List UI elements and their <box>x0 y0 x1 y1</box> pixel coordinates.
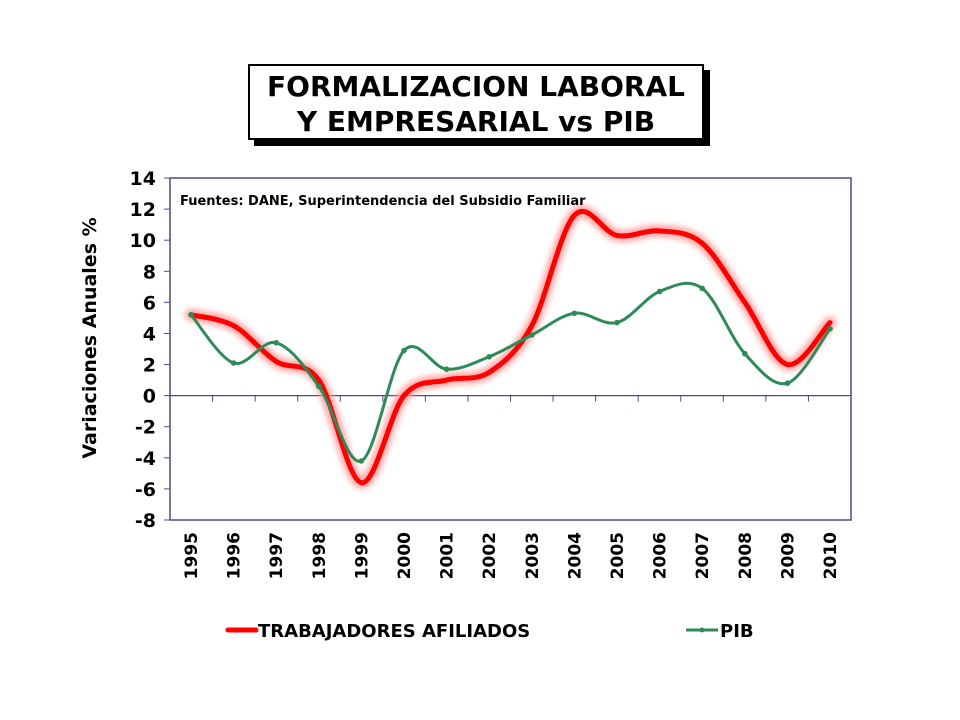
data-point-pib <box>443 366 450 373</box>
y-tick-label: 12 <box>130 199 156 221</box>
legend-label-pib: PIB <box>720 621 754 642</box>
series-line-trabajadores <box>188 209 833 486</box>
y-tick-label: -8 <box>135 510 156 532</box>
y-tick-label: 2 <box>143 355 156 377</box>
x-tick-label: 1998 <box>310 532 330 579</box>
x-tick-label: 2002 <box>480 532 500 579</box>
x-tick-label: 1997 <box>267 532 287 579</box>
x-tick-label: 2004 <box>565 532 585 579</box>
x-tick-label: 1999 <box>352 532 372 579</box>
data-point-pib <box>529 332 535 338</box>
data-point-pib <box>273 339 280 346</box>
x-tick-label: 2007 <box>693 532 713 579</box>
data-point-pib <box>614 319 620 326</box>
x-tick-label: 2000 <box>395 532 415 579</box>
x-tick-label: 1996 <box>225 532 245 579</box>
y-tick-label: -4 <box>135 448 156 470</box>
x-tick-label: 2008 <box>736 532 756 579</box>
data-point-pib <box>742 350 748 357</box>
x-tick-label: 2001 <box>438 532 458 579</box>
data-point-pib <box>486 353 493 360</box>
data-point-pib <box>358 458 365 464</box>
data-point-pib <box>656 288 663 295</box>
y-tick-label: -2 <box>135 417 156 439</box>
data-point-pib <box>699 285 705 292</box>
chart-title-line1: FORMALIZACION LABORAL <box>267 70 685 103</box>
y-tick-label: 6 <box>143 292 156 314</box>
data-point-pib <box>784 380 791 387</box>
x-tick-label: 2003 <box>523 532 543 579</box>
y-tick-label: 14 <box>130 168 156 190</box>
y-tick-label: 8 <box>143 261 156 283</box>
chart-source-note: Fuentes: DANE, Superintendencia del Subs… <box>180 194 586 209</box>
data-point-pib <box>827 325 833 332</box>
data-point-pib <box>188 312 194 318</box>
y-tick-label: 4 <box>143 323 156 345</box>
y-tick-label: 0 <box>143 386 156 408</box>
legend-label-trabajadores: TRABAJADORES AFILIADOS <box>258 621 530 642</box>
x-tick-label: 2006 <box>651 532 671 579</box>
x-tick-label: 2009 <box>778 532 798 579</box>
x-tick-label: 1995 <box>182 532 202 579</box>
x-tick-label: 2010 <box>821 532 841 579</box>
series-line-pib <box>189 281 832 463</box>
chart-title-box: FORMALIZACION LABORAL Y EMPRESARIAL vs P… <box>248 64 704 140</box>
x-tick-label: 2005 <box>608 532 628 579</box>
y-tick-label: -6 <box>135 479 156 501</box>
y-axis-label: Variaciones Anuales % <box>79 217 101 458</box>
data-point-pib <box>230 360 237 366</box>
legend-marker-pib <box>699 627 705 633</box>
chart-title-line2: Y EMPRESARIAL vs PIB <box>296 105 656 138</box>
legend: TRABAJADORES AFILIADOS PIB <box>225 621 754 642</box>
data-point-pib <box>401 347 407 354</box>
data-point-pib <box>316 383 322 390</box>
y-tick-label: 10 <box>130 230 156 252</box>
data-point-pib <box>571 310 578 317</box>
